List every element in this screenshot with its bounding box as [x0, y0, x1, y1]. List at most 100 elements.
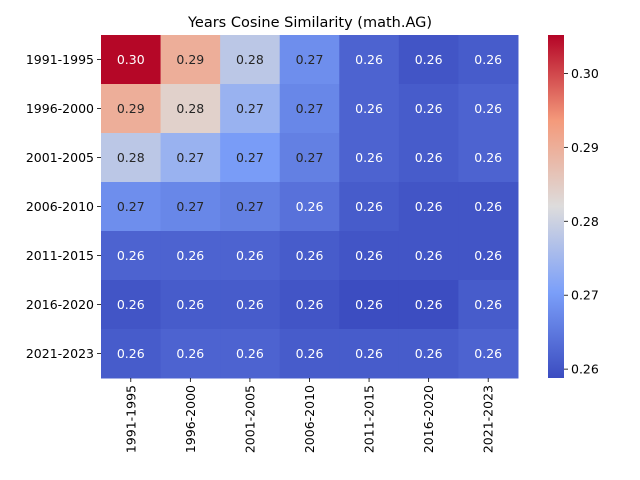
heatmap-cell [101, 231, 162, 281]
heatmap-cells [101, 35, 519, 379]
heatmap-cell [279, 133, 340, 183]
cell-value-label: 0.28 [117, 150, 145, 165]
heatmap-cell [220, 280, 281, 330]
colorbar-tick-label: 0.29 [571, 140, 599, 155]
heatmap-cell [101, 133, 162, 183]
heatmap-cell [220, 35, 281, 85]
cell-value-label: 0.26 [474, 248, 502, 263]
cell-value-label: 0.27 [296, 150, 324, 165]
heatmap-cell [220, 133, 281, 183]
cell-value-label: 0.26 [355, 101, 383, 116]
y-tick-label: 2011-2015 [26, 248, 94, 263]
cell-value-label: 0.26 [236, 297, 264, 312]
heatmap-cell [160, 329, 221, 379]
cell-value-label: 0.26 [474, 101, 502, 116]
heatmap-cell [101, 35, 162, 85]
heatmap-cell [101, 84, 162, 134]
cell-value-label: 0.26 [117, 346, 145, 361]
heatmap-cell [458, 35, 519, 85]
y-tick-label: 1996-2000 [26, 101, 94, 116]
cell-value-label: 0.26 [355, 346, 383, 361]
heatmap-cell [398, 280, 459, 330]
cell-value-label: 0.26 [355, 199, 383, 214]
heatmap-cell [458, 182, 519, 232]
heatmap-cell [279, 329, 340, 379]
cell-value-label: 0.29 [176, 52, 204, 67]
cell-value-label: 0.27 [296, 52, 324, 67]
heatmap-cell [160, 182, 221, 232]
colorbar-gradient [548, 35, 564, 378]
cell-value-label: 0.26 [415, 346, 443, 361]
cell-value-label: 0.26 [296, 297, 324, 312]
cell-value-label: 0.26 [176, 297, 204, 312]
cell-value-label: 0.26 [474, 52, 502, 67]
heatmap-cell [160, 133, 221, 183]
heatmap-cell [339, 231, 400, 281]
heatmap-cell [398, 231, 459, 281]
heatmap-cell [279, 280, 340, 330]
cell-value-label: 0.28 [176, 101, 204, 116]
x-tick-label: 2011-2015 [362, 385, 377, 453]
heatmap-cell [220, 84, 281, 134]
y-tick-label: 2001-2005 [26, 150, 94, 165]
heatmap-cell [458, 280, 519, 330]
cell-value-label: 0.26 [236, 346, 264, 361]
y-tick-label: 2006-2010 [26, 199, 94, 214]
cell-value-label: 0.26 [415, 199, 443, 214]
cell-value-label: 0.26 [474, 199, 502, 214]
heatmap-cell [220, 182, 281, 232]
x-tick-label: 2001-2005 [242, 385, 257, 453]
heatmap-cell [160, 231, 221, 281]
cell-value-label: 0.27 [176, 199, 204, 214]
cell-value-label: 0.30 [117, 52, 145, 67]
heatmap-cell [279, 84, 340, 134]
colorbar-tick-label: 0.30 [571, 66, 599, 81]
cell-value-label: 0.26 [474, 150, 502, 165]
cell-value-label: 0.27 [236, 150, 264, 165]
cell-value-label: 0.27 [236, 199, 264, 214]
cell-value-label: 0.26 [474, 346, 502, 361]
cell-value-label: 0.28 [236, 52, 264, 67]
heatmap-cell [160, 280, 221, 330]
y-tick-label: 1991-1995 [26, 52, 94, 67]
chart-title: Years Cosine Similarity (math.AG) [187, 15, 432, 31]
x-tick-label: 2006-2010 [302, 385, 317, 453]
cell-value-label: 0.27 [236, 101, 264, 116]
cell-value-label: 0.26 [236, 248, 264, 263]
heatmap-cell [220, 329, 281, 379]
heatmap-cell [339, 35, 400, 85]
cell-value-label: 0.26 [415, 297, 443, 312]
heatmap-cell [398, 35, 459, 85]
heatmap-cell [339, 329, 400, 379]
x-tick-label: 1991-1995 [123, 385, 138, 453]
y-axis: 1991-1995 1996-2000 2001-2005 2006-2010 2011… [26, 52, 101, 361]
x-tick-label: 2016-2020 [421, 385, 436, 453]
heatmap-cell [279, 231, 340, 281]
cell-value-label: 0.26 [355, 248, 383, 263]
cell-value-label: 0.27 [296, 101, 324, 116]
heatmap-cell [220, 231, 281, 281]
colorbar-tick-label: 0.26 [571, 362, 599, 377]
cell-value-label: 0.26 [117, 297, 145, 312]
heatmap-cell [458, 231, 519, 281]
heatmap-cell [458, 329, 519, 379]
cell-value-label: 0.26 [355, 150, 383, 165]
colorbar-ticks: 0.26 0.27 0.28 0.29 0.30 [564, 66, 599, 377]
heatmap-cell [279, 35, 340, 85]
cell-value-label: 0.26 [176, 346, 204, 361]
cell-value-label: 0.26 [355, 297, 383, 312]
y-tick-label: 2016-2020 [26, 297, 94, 312]
heatmap-cell [101, 280, 162, 330]
heatmap-cell [398, 84, 459, 134]
heatmap-cell [398, 182, 459, 232]
cell-value-label: 0.26 [415, 248, 443, 263]
heatmap-cell [339, 133, 400, 183]
heatmap-cell-labels: 0.30 0.29 0.28 0.27 0.26 0.26 0.26 0.29 0.28 0.27… [117, 52, 502, 361]
heatmap-cell [458, 133, 519, 183]
cell-value-label: 0.26 [355, 52, 383, 67]
cell-value-label: 0.26 [176, 248, 204, 263]
heatmap-cell [398, 133, 459, 183]
x-tick-label: 2021-2023 [481, 385, 496, 453]
heatmap-cell [398, 329, 459, 379]
